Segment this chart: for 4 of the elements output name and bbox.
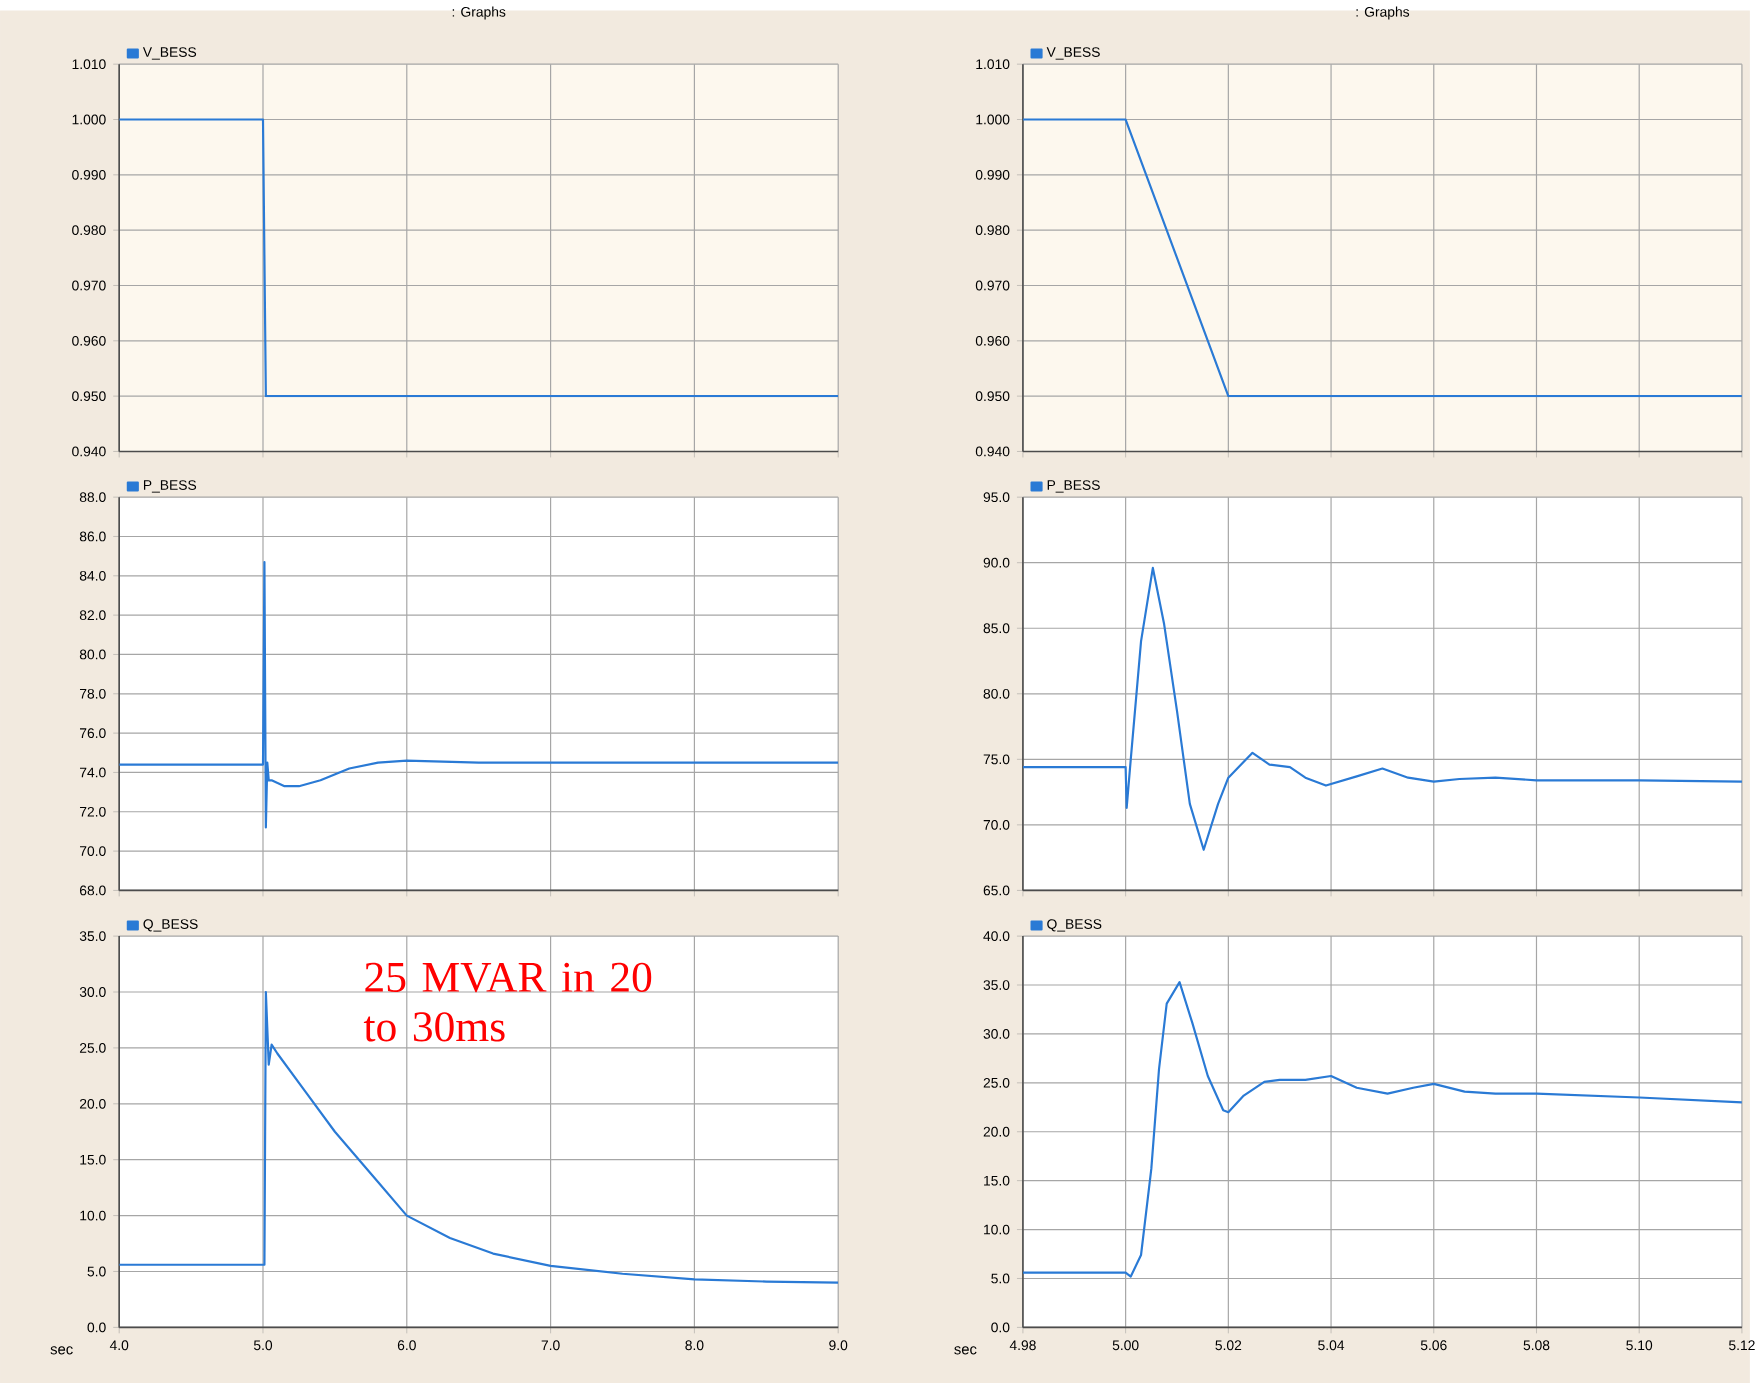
line-series [1022,567,1742,852]
line-series [119,561,839,830]
annotation: 25 MVAR in 20 to 30ms [363,963,652,1043]
line-series [1022,981,1742,1279]
